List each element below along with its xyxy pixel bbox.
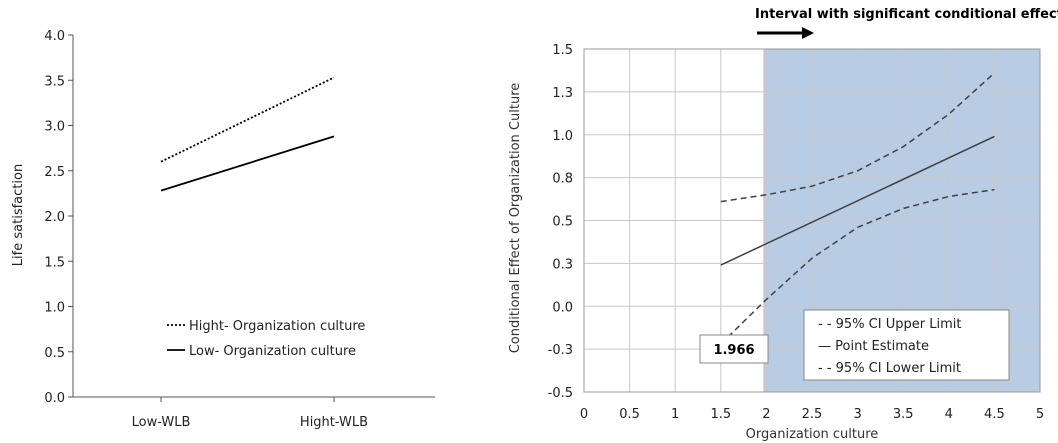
left-y-tick-label: 1.0	[44, 301, 65, 316]
left-x-tick-label: Low-WLB	[132, 415, 191, 430]
left-series-line	[160, 76, 335, 163]
left-axes: 0.0 0.5 1.0 1.5 2.0 2.5 3.0 3.5 4.0 Low-WLB Hight-…	[44, 29, 435, 430]
significance-arrow	[757, 27, 814, 39]
right-x-tick-label: 4.5	[984, 407, 1005, 422]
threshold-annotation: 1.966	[699, 334, 769, 364]
left-y-tick-label: 1.5	[44, 255, 65, 270]
right-y-axis-label: Conditional Effect of Organization Cultu…	[508, 83, 523, 354]
left-legend-label: Low- Organization culture	[189, 344, 356, 359]
right-plot-frame	[583, 48, 1041, 393]
right-chart: 0 0.5 1 1.5 2 2.5 3 3.5 4 4.5 5 -0.5 -0.3 0.0 0.3 0.5 0.…	[508, 7, 1058, 442]
left-y-tick-label: 0.0	[44, 391, 65, 406]
right-x-tick-label: 2.5	[802, 407, 823, 422]
left-legend-label: Hight- Organization culture	[189, 319, 365, 334]
right-y-tick-label: 1.0	[552, 129, 573, 144]
right-y-tick-label: 1.5	[552, 43, 573, 58]
right-series-line	[720, 135, 995, 266]
left-y-tick-label: 2.5	[44, 165, 65, 180]
left-series-lines	[160, 76, 335, 192]
right-x-tick-label: 5	[1036, 407, 1044, 422]
right-y-tick-label: 0.5	[552, 215, 573, 230]
right-x-tick-label: 0.5	[619, 407, 640, 422]
right-x-tick-label: 1.5	[710, 407, 731, 422]
left-y-tick-label: 3.0	[44, 120, 65, 135]
right-series-line	[720, 72, 995, 203]
right-x-tick-label: 4	[945, 407, 953, 422]
left-y-tick-label: 4.0	[44, 29, 65, 44]
right-series-line	[720, 188, 995, 345]
left-y-tick-label: 2.0	[44, 210, 65, 225]
right-legend: - - 95% CI Upper Limit — Point Estimate - …	[803, 309, 1010, 381]
right-y-tick-label: 0.3	[552, 257, 573, 272]
right-legend-label: - - 95% CI Lower Limit	[818, 361, 961, 376]
right-x-tick-label: 0	[580, 407, 588, 422]
left-y-tick-label: 3.5	[44, 74, 65, 89]
right-y-tick-label: 0.0	[552, 300, 573, 315]
right-x-tick-label: 3.5	[893, 407, 914, 422]
right-legend-label: — Point Estimate	[818, 339, 929, 354]
right-x-axis-label: Organization culture	[746, 427, 879, 442]
right-series-lines	[720, 72, 995, 345]
left-legend: Hight- Organization culture Low- Organiza…	[167, 319, 365, 359]
threshold-value-label: 1.966	[713, 343, 754, 358]
left-y-axis-label: Life satisfaction	[11, 164, 26, 266]
right-y-tick-label: -0.5	[548, 386, 573, 401]
left-x-tick-label: Hight-WLB	[300, 415, 368, 430]
right-tick-labels: 0 0.5 1 1.5 2 2.5 3 3.5 4 4.5 5 -0.5 -0.3 0.0 0.3 0.5 0.…	[548, 43, 1045, 422]
left-chart: Life satisfaction 0.0 0.5 1.0 1.5 2.0 2.5 3.0 3…	[11, 29, 435, 430]
right-x-tick-label: 3	[853, 407, 861, 422]
right-y-tick-label: -0.3	[548, 343, 573, 358]
right-x-tick-label: 1	[671, 407, 679, 422]
right-legend-box	[803, 309, 1010, 381]
right-x-tick-label: 2	[762, 407, 770, 422]
significance-arrow-label: Interval with significant conditional ef…	[755, 7, 1058, 22]
left-series-line	[160, 135, 335, 192]
right-y-tick-label: 1.3	[552, 86, 573, 101]
right-y-tick-label: 0.8	[552, 172, 573, 187]
left-y-tick-label: 0.5	[44, 346, 65, 361]
right-legend-label: - - 95% CI Upper Limit	[818, 317, 961, 332]
